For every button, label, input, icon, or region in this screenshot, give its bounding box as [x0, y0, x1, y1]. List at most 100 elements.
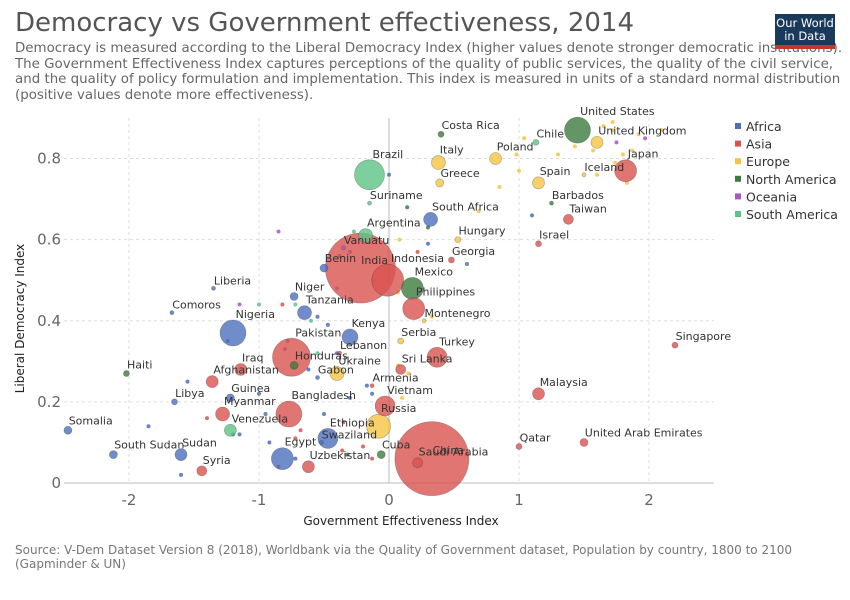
data-point: [532, 138, 540, 146]
data-point: [293, 456, 298, 461]
data-point: [454, 236, 462, 244]
point-label: Cuba: [382, 439, 410, 452]
data-point: [426, 241, 430, 246]
data-point: [169, 310, 175, 316]
data-point: [415, 249, 420, 254]
y-axis-title: Liberal Democracy Index: [13, 244, 27, 394]
data-point: [517, 168, 521, 173]
data-point: [306, 367, 311, 372]
data-point: [614, 140, 619, 145]
point-label: Japan: [627, 148, 659, 161]
data-point: [660, 128, 664, 133]
data-point: [369, 383, 375, 389]
data-point: [412, 457, 423, 469]
point-label: Mexico: [415, 265, 454, 278]
point-label: Swaziland: [322, 428, 377, 441]
data-point: [610, 128, 615, 133]
point-label: Vanuatu: [344, 234, 389, 247]
data-point: [610, 120, 615, 125]
y-tick-label: 0.6: [37, 231, 61, 249]
point-label: Montenegro: [425, 307, 491, 320]
data-point: [402, 297, 426, 320]
data-point: [280, 302, 285, 307]
point-label: Vietnam: [387, 384, 433, 397]
legend-label: Oceania: [746, 189, 797, 204]
data-point: [581, 172, 587, 178]
point-label: Suriname: [370, 189, 423, 202]
data-point: [302, 460, 315, 474]
data-point: [234, 363, 248, 376]
owid-logo[interactable]: Our World in Data: [775, 14, 835, 49]
data-point: [205, 375, 219, 388]
point-label: Egypt: [285, 436, 317, 449]
data-point: [289, 292, 299, 301]
data-point: [319, 263, 329, 273]
point-label: Costa Rica: [442, 119, 500, 132]
x-tick-label: 1: [514, 491, 524, 509]
data-point: [211, 285, 216, 291]
point-label: Sudan: [182, 437, 217, 450]
data-point: [643, 136, 648, 141]
point-label: Iceland: [584, 161, 624, 174]
point-label: Saudi Arabia: [419, 446, 489, 459]
data-point: [395, 364, 407, 375]
data-point: [563, 214, 574, 225]
point-label: Armenia: [373, 372, 419, 385]
data-point: [276, 229, 281, 234]
data-point: [309, 318, 313, 323]
logo-line-1: Our World: [776, 16, 834, 30]
data-point: [293, 302, 298, 307]
data-point: [174, 448, 188, 461]
point-label: Barbados: [552, 189, 604, 202]
legend-swatch: [735, 211, 741, 217]
data-point: [215, 406, 230, 422]
data-point: [185, 379, 190, 384]
chart-title: Democracy vs Government effectiveness, 2…: [15, 8, 634, 38]
data-point: [621, 152, 625, 157]
data-point: [171, 398, 178, 406]
point-label: Indonesia: [391, 252, 444, 265]
data-point: [530, 213, 534, 218]
point-label: Uzbekistan: [310, 449, 371, 462]
point-label: Niger: [295, 280, 325, 293]
point-label: Ethiopia: [330, 416, 375, 429]
point-label: Hungary: [459, 225, 506, 238]
data-point: [614, 159, 637, 183]
source-note: Source: V-Dem Dataset Version 8 (2018), …: [15, 543, 792, 571]
data-point: [358, 228, 373, 243]
legend-swatch: [735, 140, 741, 147]
point-label: Pakistan: [295, 326, 341, 339]
data-point: [257, 391, 261, 396]
chart-subtitle: Democracy is measured according to the L…: [15, 41, 843, 103]
point-label: Liberia: [214, 274, 251, 287]
data-point: [387, 172, 391, 177]
point-label: Israel: [539, 229, 569, 242]
data-point: [465, 262, 469, 266]
point-label: United States: [580, 105, 655, 118]
data-point: [348, 395, 352, 400]
data-point: [671, 341, 679, 349]
legend-label: Africa: [746, 119, 782, 134]
legend-label: South America: [746, 207, 838, 222]
data-point: [345, 452, 350, 457]
point-label: Haiti: [127, 359, 152, 372]
point-label: Afghanistan: [213, 364, 279, 377]
data-point: [319, 440, 324, 445]
data-point: [549, 200, 554, 206]
point-label: Libya: [175, 387, 204, 400]
data-point: [219, 319, 247, 347]
legend-swatch: [735, 193, 741, 200]
point-label: Tanzania: [305, 294, 354, 307]
point-label: Kenya: [352, 317, 386, 330]
data-point: [341, 245, 346, 251]
data-point: [196, 465, 208, 477]
data-point: [226, 393, 235, 403]
point-label: Guinea: [231, 382, 270, 395]
data-point: [591, 148, 596, 153]
data-point: [636, 132, 641, 137]
data-point: [340, 448, 345, 453]
point-label: Georgia: [452, 245, 495, 258]
data-point: [515, 443, 523, 450]
point-label: Russia: [381, 402, 416, 415]
